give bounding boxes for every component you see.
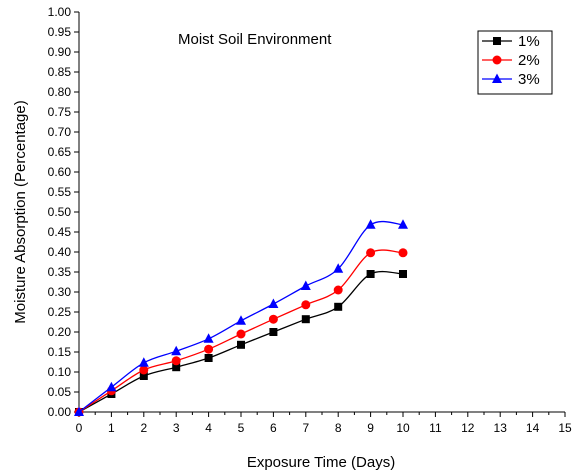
data-point — [366, 270, 375, 278]
x-tick-label: 4 — [205, 421, 212, 435]
y-tick-label: 0.15 — [48, 345, 72, 359]
legend: 1% 2% 3% — [477, 30, 553, 95]
data-point — [204, 354, 213, 362]
series-3 — [74, 219, 408, 416]
data-point — [268, 298, 279, 308]
data-point — [269, 328, 278, 336]
legend-marker — [492, 73, 502, 83]
x-tick-label: 15 — [558, 421, 572, 435]
legend-marker — [493, 37, 501, 45]
series-2 — [74, 248, 408, 417]
chart-title: Moist Soil Environment — [178, 31, 332, 48]
x-tick-label: 14 — [526, 421, 540, 435]
x-tick-label: 7 — [302, 421, 309, 435]
x-tick-label: 5 — [238, 421, 245, 435]
data-point — [139, 365, 149, 375]
legend-label: 3% — [518, 71, 540, 88]
y-tick-label: 0.70 — [48, 125, 72, 139]
data-point — [301, 300, 311, 310]
data-point — [172, 363, 181, 372]
data-point — [398, 248, 408, 258]
x-tick-label: 8 — [335, 421, 342, 435]
data-point — [268, 314, 278, 324]
series-layer — [74, 219, 408, 417]
x-tick-label: 11 — [429, 421, 442, 435]
y-tick-label: 0.45 — [48, 225, 72, 239]
data-point — [106, 381, 117, 392]
y-tick-label: 0.60 — [48, 165, 72, 179]
data-point — [365, 219, 376, 229]
data-point — [333, 285, 343, 295]
y-tick-label: 0.25 — [48, 305, 72, 319]
data-point — [237, 340, 245, 349]
x-tick-label: 6 — [270, 421, 277, 435]
y-tick-label: 0.05 — [48, 385, 72, 399]
y-tick-label: 0.00 — [48, 405, 72, 419]
y-tick-label: 0.35 — [48, 265, 72, 279]
data-point — [236, 315, 246, 325]
data-point — [399, 270, 407, 278]
data-point — [171, 356, 181, 366]
data-point — [301, 315, 310, 324]
series-1 — [75, 270, 407, 416]
data-point — [333, 263, 344, 273]
data-point — [366, 248, 376, 258]
data-point — [236, 329, 246, 339]
y-tick-label: 0.90 — [48, 45, 72, 59]
data-point — [171, 345, 182, 356]
axes: 0 1 2 3 4 5 6 7 8 9 10 11 12 13 14 150.000.050.100.150.… — [48, 5, 572, 435]
x-tick-label: 0 — [76, 421, 83, 435]
y-tick-label: 0.55 — [48, 185, 72, 199]
x-tick-label: 12 — [461, 421, 475, 435]
x-tick-label: 2 — [140, 421, 147, 435]
x-tick-label: 10 — [396, 421, 410, 435]
data-point — [334, 302, 343, 311]
y-axis-label: Moisture Absorption (Percentage) — [12, 100, 29, 323]
y-tick-label: 0.40 — [48, 245, 72, 259]
data-point — [300, 280, 311, 290]
y-tick-label: 0.20 — [48, 325, 72, 339]
x-tick-label: 1 — [108, 421, 115, 435]
y-tick-label: 0.50 — [48, 205, 72, 219]
y-tick-label: 0.30 — [48, 285, 72, 299]
data-point — [139, 372, 148, 380]
data-point — [203, 333, 214, 343]
legend-label: 2% — [518, 52, 540, 69]
y-tick-label: 0.95 — [48, 25, 72, 39]
y-tick-label: 0.10 — [48, 365, 72, 379]
data-point — [138, 357, 149, 367]
legend-marker — [492, 55, 502, 65]
data-point — [398, 219, 408, 229]
y-tick-label: 0.75 — [48, 105, 72, 119]
x-axis-label: Exposure Time (Days) — [247, 454, 395, 471]
y-tick-label: 0.80 — [48, 85, 72, 99]
y-tick-label: 0.85 — [48, 65, 72, 79]
data-point — [74, 406, 84, 416]
y-tick-label: 0.65 — [48, 145, 72, 159]
y-tick-label: 1.00 — [48, 5, 72, 19]
legend-label: 1% — [518, 33, 540, 50]
x-tick-label: 3 — [173, 421, 180, 435]
x-tick-label: 9 — [367, 421, 374, 435]
data-point — [204, 344, 214, 354]
x-tick-label: 13 — [494, 421, 508, 435]
